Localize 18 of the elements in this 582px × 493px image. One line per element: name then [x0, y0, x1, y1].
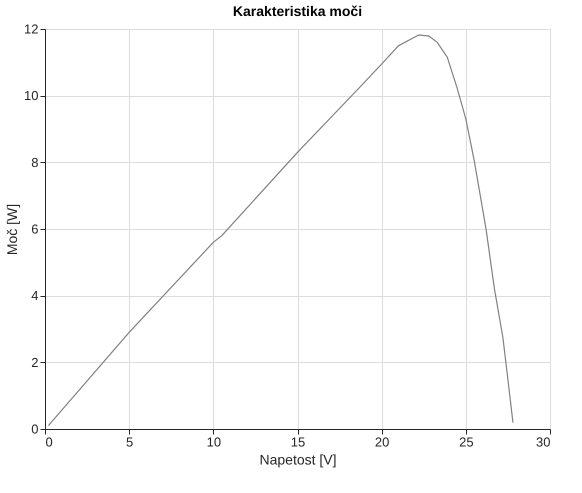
y-tick-label: 6 [31, 222, 38, 236]
x-tick-label: 20 [374, 434, 390, 450]
y-tick-label: 12 [24, 22, 38, 36]
x-tick-label: 10 [206, 434, 222, 450]
y-tick-label: 4 [31, 288, 38, 304]
x-tick-label: 15 [290, 434, 306, 450]
y-tick-label: 0 [31, 422, 38, 436]
x-tick-label: 25 [459, 434, 474, 450]
y-tick-label: 2 [31, 354, 38, 370]
y-tick-label: 8 [31, 154, 38, 170]
y-axis-title: Moč [W] [4, 204, 20, 256]
chart-title: Karakteristika moči [232, 3, 362, 19]
y-tick-label: 10 [24, 88, 38, 104]
line-series [48, 34, 514, 426]
x-tick-label: 5 [126, 434, 134, 450]
x-tick-label: 30 [536, 434, 550, 450]
x-tick-label: 0 [46, 434, 53, 450]
x-axis-title: Napetost [V] [259, 452, 337, 468]
